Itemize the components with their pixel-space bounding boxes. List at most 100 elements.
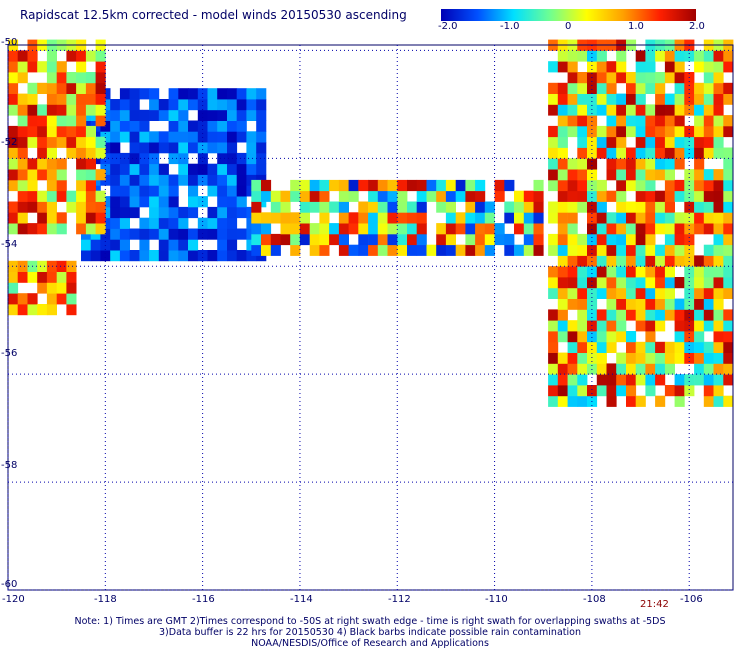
wind-cell [645, 341, 656, 353]
wind-cell [207, 163, 218, 175]
wind-cell [387, 233, 398, 246]
wind-cell [46, 293, 57, 305]
wind-cell [684, 169, 695, 181]
wind-cell [713, 363, 724, 375]
wind-cell [606, 255, 617, 267]
wind-cell [426, 190, 437, 202]
wind-cell [587, 136, 598, 148]
wind-cell [17, 50, 28, 62]
wind-cell [56, 125, 67, 138]
wind-cell [299, 190, 310, 202]
wind-cell [557, 363, 568, 375]
wind-cell [587, 233, 598, 246]
wind-cell [119, 185, 130, 197]
wind-cell [694, 158, 705, 170]
wind-cell [567, 298, 578, 310]
wind-cell [664, 190, 675, 202]
wind-cell [596, 61, 607, 73]
wind-cell [596, 190, 607, 202]
wind-cell [129, 142, 140, 154]
wind-cell [514, 244, 525, 256]
wind-cell [626, 104, 637, 116]
wind-cell [548, 395, 559, 407]
wind-cell [8, 212, 19, 224]
wind-cell [85, 104, 96, 116]
wind-cell [445, 201, 456, 213]
wind-cell [158, 228, 169, 240]
wind-cell [416, 233, 427, 246]
wind-cell [56, 223, 67, 235]
wind-cell [8, 169, 19, 181]
wind-cell [85, 179, 96, 192]
wind-cell [684, 298, 695, 310]
wind-cell [645, 61, 656, 73]
wind-cell [548, 212, 559, 224]
wind-cell [596, 201, 607, 213]
wind-cell [616, 266, 627, 278]
wind-cell [723, 287, 734, 299]
wind-cell [645, 298, 656, 310]
wind-cell [37, 282, 48, 294]
wind-cell [188, 99, 199, 111]
wind-cell [110, 152, 121, 165]
wind-cell [577, 244, 588, 256]
wind-cell [533, 179, 544, 192]
wind-cell [723, 125, 734, 138]
wind-cell [178, 109, 189, 121]
wind-cell [149, 217, 160, 229]
wind-cell [280, 190, 291, 202]
wind-cell [557, 331, 568, 343]
wind-cell [587, 266, 598, 278]
x-tick--108: -108 [583, 594, 606, 605]
wind-cell [387, 201, 398, 213]
wind-cell [655, 72, 666, 84]
wind-cell [577, 395, 588, 407]
wind-cell [299, 201, 310, 213]
wind-cell [577, 385, 588, 397]
wind-cell [557, 309, 568, 321]
wind-cell [626, 309, 637, 321]
wind-cell [46, 304, 57, 316]
wind-cell [703, 341, 714, 353]
wind-cell [445, 244, 456, 256]
wind-cell [207, 217, 218, 229]
wind-cell [635, 266, 646, 278]
wind-cell [635, 50, 646, 62]
wind-cell [723, 190, 734, 202]
wind-cell [168, 142, 179, 154]
wind-cell [655, 320, 666, 332]
wind-cell [188, 196, 199, 208]
wind-cell [17, 93, 28, 105]
wind-cell [596, 341, 607, 353]
wind-cell [227, 196, 238, 208]
wind-cell [626, 331, 637, 343]
wind-cell [261, 233, 272, 246]
wind-cell [703, 395, 714, 407]
wind-cell [90, 239, 101, 251]
wind-cell [664, 244, 675, 256]
wind-cell [207, 206, 218, 219]
wind-cell [85, 158, 96, 170]
wind-cell [95, 190, 106, 202]
wind-cell [616, 320, 627, 332]
wind-cell [66, 282, 77, 294]
wind-cell [139, 174, 150, 186]
wind-cell [168, 196, 179, 208]
wind-cell [703, 385, 714, 397]
wind-cell [635, 287, 646, 299]
wind-cell [377, 233, 388, 246]
wind-cell [309, 201, 320, 213]
wind-cell [416, 190, 427, 202]
wind-cell [416, 244, 427, 256]
wind-cell [236, 174, 247, 186]
wind-cell [703, 277, 714, 289]
wind-cell [664, 298, 675, 310]
wind-cell [587, 352, 598, 364]
wind-cell [567, 223, 578, 235]
wind-cell [85, 147, 96, 159]
wind-cell [655, 104, 666, 116]
wind-cell [655, 244, 666, 256]
wind-cell [17, 158, 28, 170]
wind-cell [635, 352, 646, 364]
wind-cell [655, 266, 666, 278]
